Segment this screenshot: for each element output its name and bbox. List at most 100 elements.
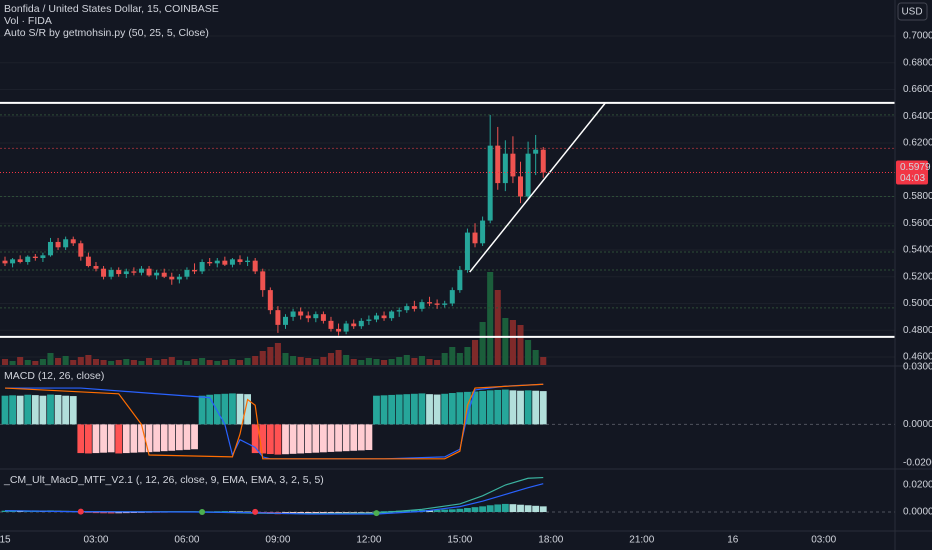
currency[interactable]: USD bbox=[901, 7, 922, 18]
volume-bar bbox=[358, 360, 365, 365]
histogram-bar bbox=[206, 394, 214, 425]
candle-body bbox=[184, 270, 190, 277]
volume-bar bbox=[39, 359, 46, 365]
cross-marker bbox=[252, 508, 259, 515]
volume-bar bbox=[471, 340, 479, 365]
histogram-bar bbox=[479, 390, 487, 425]
y-tick-label: 0.6600 bbox=[903, 84, 932, 95]
histogram-bar bbox=[213, 394, 221, 425]
candle-body bbox=[320, 314, 326, 321]
histogram-bar bbox=[517, 504, 524, 513]
histogram-bar bbox=[509, 390, 517, 425]
histogram-bar bbox=[31, 395, 39, 425]
y-tick-label: 0.5800 bbox=[903, 191, 932, 202]
candle-body bbox=[464, 232, 470, 271]
candle-body bbox=[389, 311, 395, 319]
histogram-bar bbox=[365, 512, 373, 513]
x-tick-label: 21:00 bbox=[629, 535, 654, 546]
histogram-bar bbox=[509, 504, 517, 513]
histogram-bar bbox=[335, 512, 342, 514]
histogram-bar bbox=[130, 512, 138, 513]
volume-bar bbox=[123, 359, 130, 365]
volume-bar bbox=[161, 359, 168, 365]
y-tick-label: 0.4800 bbox=[903, 325, 932, 336]
candle-body bbox=[434, 303, 440, 305]
volume-bar bbox=[305, 358, 312, 365]
x-tick-label: 09:00 bbox=[265, 535, 290, 546]
histogram-bar bbox=[191, 424, 198, 450]
histogram-bar bbox=[441, 509, 449, 513]
volume-bar bbox=[373, 359, 380, 365]
price-tag bbox=[896, 160, 928, 185]
volume-bar bbox=[259, 351, 266, 365]
histogram-bar bbox=[122, 424, 130, 454]
candle-body bbox=[404, 306, 410, 311]
volume-bar bbox=[168, 357, 175, 365]
y-tick-label: -0.0200 bbox=[903, 457, 932, 468]
volume-bar bbox=[525, 340, 532, 365]
histogram-bar bbox=[471, 507, 479, 513]
volume-bar bbox=[274, 343, 281, 365]
histogram-bar bbox=[335, 424, 342, 452]
histogram-bar bbox=[410, 510, 418, 513]
histogram-bar bbox=[62, 395, 70, 425]
volume-bar bbox=[244, 358, 251, 365]
candle-body bbox=[47, 241, 53, 256]
volume-bar bbox=[47, 353, 54, 365]
volume-bar bbox=[183, 361, 190, 365]
volume-bar bbox=[214, 361, 221, 365]
histogram-bar bbox=[213, 511, 221, 513]
histogram-bar bbox=[153, 424, 161, 452]
histogram-bar bbox=[9, 395, 16, 425]
currency-button[interactable] bbox=[897, 2, 928, 21]
candle-body bbox=[472, 232, 478, 244]
histogram-bar bbox=[350, 512, 358, 513]
x-tick-label: 03:00 bbox=[811, 535, 836, 546]
histogram-bar bbox=[24, 394, 32, 425]
histogram-bar bbox=[532, 505, 540, 513]
histogram-bar bbox=[380, 511, 388, 513]
candle-body bbox=[32, 256, 38, 259]
volume-bar bbox=[487, 272, 494, 365]
histogram-bar bbox=[517, 390, 524, 425]
volume-bar bbox=[1, 359, 9, 365]
macd2-title: _CM_Ult_MacD_MTF_V2.1 (, 12, 26, close, … bbox=[3, 474, 324, 486]
volume-bar bbox=[108, 361, 115, 365]
volume-bar bbox=[502, 318, 509, 365]
volume-bar bbox=[77, 357, 84, 365]
candle-body bbox=[17, 259, 23, 263]
volume-bar bbox=[335, 350, 342, 365]
histogram-bar bbox=[532, 390, 540, 425]
histogram-bar bbox=[304, 512, 312, 514]
volume-bar bbox=[418, 356, 425, 365]
histogram-bar bbox=[494, 389, 502, 425]
histogram-bar bbox=[471, 391, 479, 425]
candle-body bbox=[101, 268, 107, 277]
histogram-bar bbox=[433, 509, 441, 513]
histogram-bar bbox=[456, 508, 464, 513]
candle-body bbox=[487, 145, 493, 221]
histogram-bar bbox=[373, 395, 380, 425]
histogram-bar bbox=[1, 510, 9, 513]
candle-body bbox=[495, 145, 501, 184]
histogram-bar bbox=[395, 394, 403, 425]
histogram-bar bbox=[539, 391, 547, 425]
candle-body bbox=[260, 271, 266, 291]
indicator-line bbox=[4, 383, 544, 460]
volume-bar bbox=[100, 360, 107, 365]
histogram-bar bbox=[274, 424, 282, 455]
candle-body bbox=[131, 271, 137, 273]
histogram-bar bbox=[297, 512, 305, 514]
candle-body bbox=[123, 271, 129, 275]
histogram-bar bbox=[342, 424, 350, 452]
volume-bar bbox=[388, 359, 395, 365]
candle-body bbox=[290, 311, 296, 317]
histogram-bar bbox=[486, 390, 494, 425]
histogram-bar bbox=[426, 510, 433, 513]
histogram-bar bbox=[115, 512, 123, 514]
candle-body bbox=[358, 320, 364, 327]
candle-body bbox=[525, 153, 531, 197]
